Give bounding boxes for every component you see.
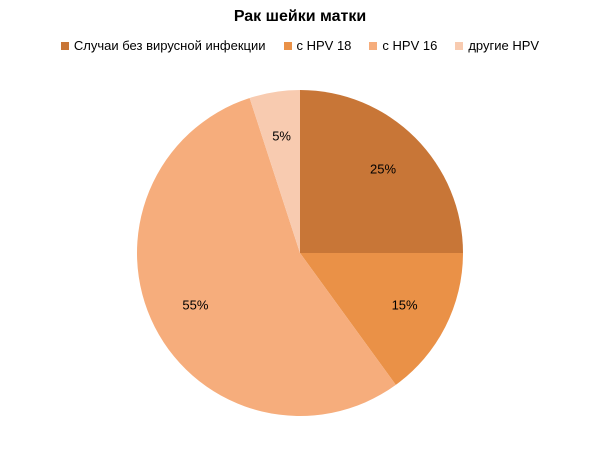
pie-data-labels: 25% 15% 55% 5% bbox=[182, 129, 418, 313]
pie-slice-hpv16 bbox=[136, 97, 396, 417]
data-label-no-virus: 25% bbox=[370, 161, 396, 176]
chart-legend: Случаи без вирусной инфекции с HPV 18 с … bbox=[0, 38, 600, 53]
legend-item-hpv18: с HPV 18 bbox=[283, 38, 352, 53]
legend-label: другие HPV bbox=[468, 38, 540, 53]
chart-title: Рак шейки матки bbox=[233, 8, 367, 25]
legend-label: с HPV 16 bbox=[382, 38, 438, 53]
legend-item-other-hpv: другие HPV bbox=[455, 38, 539, 53]
legend-label: с HPV 18 bbox=[296, 38, 352, 53]
legend-swatch bbox=[455, 41, 464, 50]
pie-slice-other-hpv bbox=[249, 90, 300, 253]
legend-swatch bbox=[60, 41, 69, 50]
pie-slice-no-virus bbox=[300, 90, 463, 253]
data-label-hpv16: 55% bbox=[182, 298, 208, 313]
data-label-other-hpv: 5% bbox=[272, 129, 291, 144]
legend-swatch bbox=[283, 41, 292, 50]
pie-slices bbox=[136, 90, 463, 417]
data-label-hpv18: 15% bbox=[392, 298, 418, 313]
legend-item-no-virus: Случаи без вирусной инфекции bbox=[60, 38, 266, 53]
legend-swatch bbox=[369, 41, 378, 50]
legend-label: Случаи без вирусной инфекции bbox=[73, 38, 266, 53]
legend-item-hpv16: с HPV 16 bbox=[369, 38, 437, 53]
pie-slice-hpv18 bbox=[300, 253, 463, 385]
